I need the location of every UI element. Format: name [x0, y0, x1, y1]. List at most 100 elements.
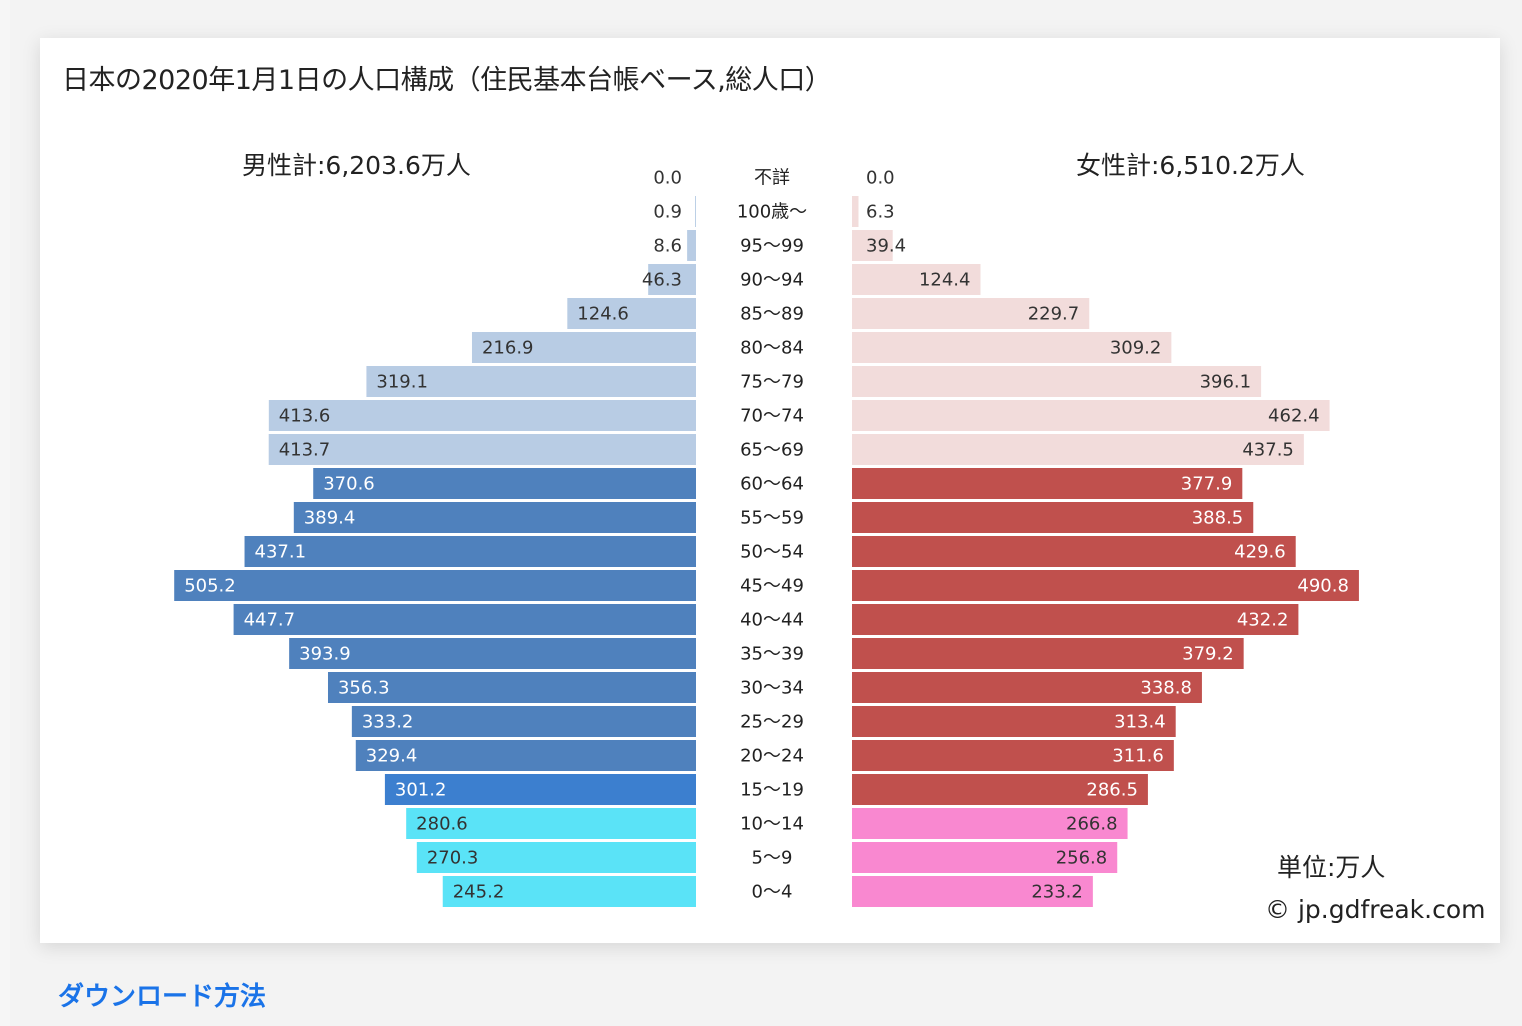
male-value-label: 329.4 [366, 746, 418, 767]
chart-title: 日本の2020年1月1日の人口構成（住民基本台帳ベース,総人口） [62, 65, 832, 96]
male-value-label: 413.7 [279, 440, 331, 461]
male-value-label: 333.2 [362, 712, 414, 733]
female-bar [852, 774, 1148, 805]
male-bar [648, 264, 696, 295]
age-label: 50～54 [740, 542, 804, 563]
female-value-label: 311.6 [1112, 746, 1164, 767]
download-method-link[interactable]: ダウンロード方法 [58, 982, 267, 1012]
age-label: 40～44 [740, 610, 804, 631]
male-value-label: 389.4 [304, 508, 356, 529]
female-bar [852, 740, 1174, 771]
female-value-label: 6.3 [866, 202, 895, 223]
female-value-label: 432.2 [1237, 610, 1289, 631]
male-bar [442, 876, 696, 907]
male-bar [406, 808, 696, 839]
age-label: 65～69 [740, 440, 804, 461]
female-bar [852, 366, 1262, 397]
copyright-text: © jp.gdfreak.com [1265, 895, 1486, 924]
female-value-label: 388.5 [1192, 508, 1244, 529]
female-bar [852, 536, 1296, 567]
male-value-label: 301.2 [395, 780, 447, 801]
male-value-label: 356.3 [338, 678, 390, 699]
female-value-label: 429.6 [1234, 542, 1286, 563]
female-value-label: 462.4 [1268, 406, 1320, 427]
chart-card: 日本の2020年1月1日の人口構成（住民基本台帳ベース,総人口） 男性計:6,2… [40, 38, 1500, 943]
female-bar [852, 706, 1176, 737]
female-value-label: 309.2 [1110, 338, 1162, 359]
male-bar [384, 774, 696, 805]
male-bar [327, 672, 696, 703]
female-value-label: 229.7 [1028, 304, 1080, 325]
male-bar [293, 502, 696, 533]
male-bar [244, 536, 696, 567]
male-value-label: 0.0 [653, 168, 682, 189]
male-bar [567, 298, 696, 329]
male-value-label: 393.9 [299, 644, 351, 665]
male-bar [687, 230, 696, 261]
age-label: 80～84 [740, 338, 804, 359]
female-value-label: 379.2 [1182, 644, 1234, 665]
age-label: 5～9 [752, 848, 793, 869]
age-label: 20～24 [740, 746, 804, 767]
male-value-label: 216.9 [482, 338, 534, 359]
age-label: 70～74 [740, 406, 804, 427]
age-label: 45～49 [740, 576, 804, 597]
male-value-label: 0.9 [653, 202, 682, 223]
age-label: 55～59 [740, 508, 804, 529]
male-value-label: 437.1 [255, 542, 307, 563]
age-label: 60～64 [740, 474, 804, 495]
age-label: 35～39 [740, 644, 804, 665]
male-bar [695, 196, 696, 227]
female-bar [852, 604, 1299, 635]
female-value-label: 124.4 [919, 270, 971, 291]
female-bar [852, 468, 1243, 499]
male-total-label: 男性計:6,203.6万人 [242, 151, 471, 180]
male-bar [355, 740, 696, 771]
female-value-label: 396.1 [1200, 372, 1252, 393]
age-label: 0～4 [752, 882, 793, 903]
male-value-label: 319.1 [376, 372, 428, 393]
age-label: 75～79 [740, 372, 804, 393]
female-value-label: 437.5 [1242, 440, 1294, 461]
female-total-label: 女性計:6,510.2万人 [1076, 151, 1305, 180]
male-value-label: 245.2 [453, 882, 505, 903]
male-value-label: 8.6 [653, 236, 682, 257]
female-bar [852, 332, 1172, 363]
female-bar [852, 570, 1359, 601]
female-bar [852, 502, 1254, 533]
female-value-label: 338.8 [1140, 678, 1192, 699]
male-bar [174, 570, 696, 601]
female-value-label: 266.8 [1066, 814, 1118, 835]
female-bar [852, 876, 1093, 907]
male-bar [313, 468, 696, 499]
male-value-label: 46.3 [642, 270, 682, 291]
female-value-label: 39.4 [866, 236, 906, 257]
male-value-label: 370.6 [323, 474, 375, 495]
female-bar [852, 196, 859, 227]
male-value-label: 124.6 [577, 304, 629, 325]
male-value-label: 447.7 [244, 610, 296, 631]
male-bar [289, 638, 696, 669]
female-value-label: 313.4 [1114, 712, 1166, 733]
female-bar [852, 808, 1128, 839]
male-bar [351, 706, 696, 737]
male-value-label: 413.6 [279, 406, 331, 427]
male-value-label: 505.2 [184, 576, 236, 597]
age-label: 15～19 [740, 780, 804, 801]
female-bar [852, 672, 1202, 703]
age-label: 100歳～ [737, 202, 807, 223]
female-bar [852, 434, 1304, 465]
female-value-label: 0.0 [866, 168, 895, 189]
female-value-label: 233.2 [1031, 882, 1083, 903]
male-bar [416, 842, 696, 873]
female-bar [852, 400, 1330, 431]
age-label: 85～89 [740, 304, 804, 325]
age-label: 95～99 [740, 236, 804, 257]
female-bar [852, 230, 893, 261]
population-pyramid: 不詳 0.0 0.0 100歳～ 0.9 6.3 95～99 8.6 39.4 90～94 46.3… [174, 168, 1359, 907]
female-bar [852, 298, 1090, 329]
male-bar [268, 434, 696, 465]
female-bar [852, 842, 1118, 873]
unit-label: 単位:万人 [1277, 853, 1386, 882]
age-label: 10～14 [740, 814, 804, 835]
